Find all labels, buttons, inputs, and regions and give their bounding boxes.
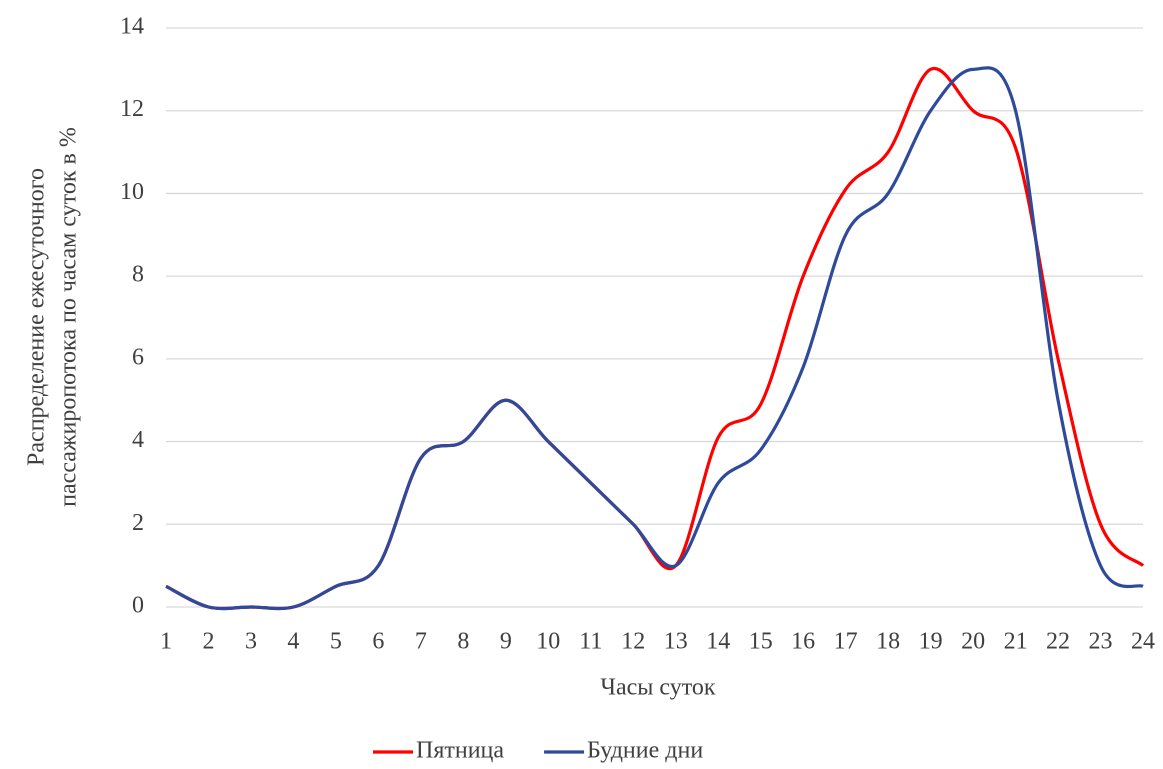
x-tick-label: 19 [919, 629, 943, 655]
y-tick-label: 4 [132, 427, 144, 453]
x-tick-label: 24 [1131, 629, 1155, 655]
x-tick-label: 4 [287, 629, 299, 655]
y-tick-label: 0 [132, 593, 144, 619]
x-tick-label: 22 [1046, 629, 1070, 655]
x-tick-label: 5 [330, 629, 342, 655]
y-axis-label: Распределение ежесуточного [24, 168, 50, 466]
x-tick-label: 2 [202, 629, 214, 655]
x-tick-label: 3 [245, 629, 257, 655]
x-tick-label: 21 [1004, 629, 1028, 655]
legend-label: Пятница [416, 738, 504, 764]
x-tick-label: 12 [621, 629, 645, 655]
x-tick-label: 15 [749, 629, 773, 655]
x-tick-label: 17 [834, 629, 858, 655]
x-tick-label: 20 [961, 629, 985, 655]
y-tick-label: 10 [120, 179, 144, 205]
y-tick-label: 2 [132, 510, 144, 536]
x-tick-label: 13 [664, 629, 688, 655]
x-tick-label: 14 [706, 629, 730, 655]
x-tick-label: 23 [1089, 629, 1113, 655]
line-series [165, 66, 1144, 611]
x-tick-label: 6 [372, 629, 384, 655]
y-axis-label: пассажиропотока по часам суток в % [56, 127, 82, 507]
y-tick-label: 12 [120, 96, 144, 122]
x-tick-label: 11 [579, 629, 602, 655]
x-tick-label: 8 [457, 629, 469, 655]
x-tick-label: 7 [415, 629, 427, 655]
y-tick-label: 8 [132, 262, 144, 288]
x-axis-label: Часы суток [600, 675, 716, 701]
x-tick-label: 16 [791, 629, 815, 655]
x-tick-label: 1 [160, 629, 172, 655]
y-tick-label: 6 [132, 344, 144, 370]
x-tick-label: 10 [536, 629, 560, 655]
y-tick-label: 14 [120, 14, 144, 40]
legend-label: Будние дни [587, 738, 703, 764]
line-series [165, 66, 1145, 611]
x-tick-label: 9 [500, 629, 512, 655]
x-tick-label: 18 [876, 629, 900, 655]
